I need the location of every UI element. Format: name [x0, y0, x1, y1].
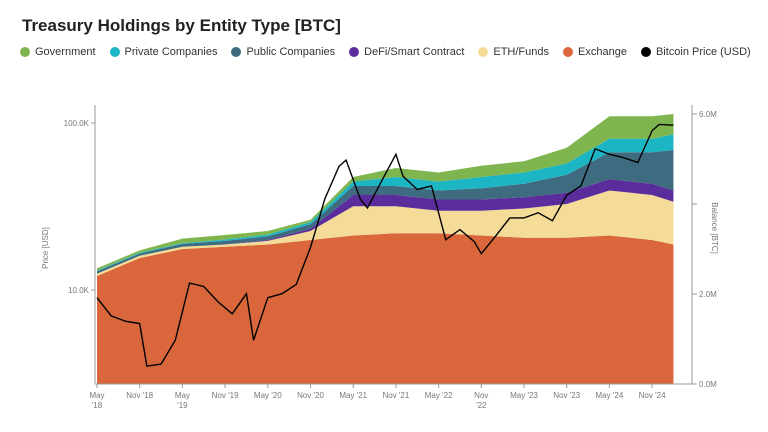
area-government: [97, 114, 674, 271]
x-tick-label: May '22: [425, 391, 453, 400]
x-tick-label: '19: [177, 401, 188, 410]
x-tick-label: May: [175, 391, 190, 400]
x-tick-label: Nov '20: [297, 391, 324, 400]
legend-item[interactable]: Public Companies: [231, 46, 335, 58]
x-tick-label: Nov '23: [553, 391, 580, 400]
legend-label: Bitcoin Price (USD): [655, 46, 751, 58]
area-public-companies: [97, 150, 674, 274]
x-tick-label: May '20: [254, 391, 282, 400]
price-line: [96, 123, 674, 367]
legend-swatch: [20, 47, 30, 57]
left-tick-label: 100.0K: [64, 119, 90, 128]
legend: Government Private Companies Public Compan…: [20, 46, 751, 58]
chart-title: Treasury Holdings by Entity Type [BTC]: [22, 16, 341, 35]
x-tick-label: May: [89, 391, 104, 400]
legend-swatch: [563, 47, 574, 57]
left-axis-label: Price [USD]: [41, 227, 50, 269]
legend-label: DeFi/Smart Contract: [364, 46, 465, 58]
x-tick-label: May '23: [510, 391, 538, 400]
legend-swatch: [349, 47, 360, 57]
area-defi-smart-contract: [97, 179, 674, 274]
x-tick-label: Nov '19: [212, 391, 239, 400]
x-tick-label: Nov '24: [639, 391, 666, 400]
area-exchange: [97, 233, 674, 384]
right-axis-label: Balance [BTC]: [710, 202, 719, 254]
x-tick-label: May '21: [339, 391, 367, 400]
legend-label: Public Companies: [246, 46, 336, 58]
x-tick-label: May '24: [596, 391, 624, 400]
right-tick-label: 6.0M: [699, 110, 717, 119]
legend-item[interactable]: ETH/Funds: [478, 46, 549, 58]
right-tick-label: 2.0M: [699, 290, 717, 299]
legend-item[interactable]: Bitcoin Price (USD): [640, 46, 751, 58]
legend-label: Exchange: [578, 46, 627, 58]
x-tick-label: Nov '21: [382, 391, 409, 400]
legend-label: ETH/Funds: [493, 46, 550, 58]
area-private-companies: [97, 134, 674, 272]
legend-label: Government: [35, 46, 96, 58]
legend-item[interactable]: Government: [20, 46, 96, 58]
right-tick-label: 0.0M: [699, 380, 717, 389]
x-tick-label: '22: [476, 401, 487, 410]
legend-swatch: [478, 47, 489, 57]
area-eth-funds: [97, 190, 674, 276]
legend-label: Private Companies: [124, 46, 218, 58]
legend-item[interactable]: DeFi/Smart Contract: [349, 46, 464, 58]
legend-item[interactable]: Exchange: [563, 46, 627, 58]
x-tick-label: '18: [92, 401, 103, 410]
legend-swatch: [640, 47, 651, 57]
x-tick-label: Nov: [474, 391, 488, 400]
legend-swatch: [109, 47, 120, 57]
x-tick-label: Nov '18: [126, 391, 153, 400]
legend-item[interactable]: Private Companies: [109, 46, 218, 58]
legend-swatch: [231, 47, 242, 57]
left-tick-label: 10.0K: [68, 286, 90, 295]
